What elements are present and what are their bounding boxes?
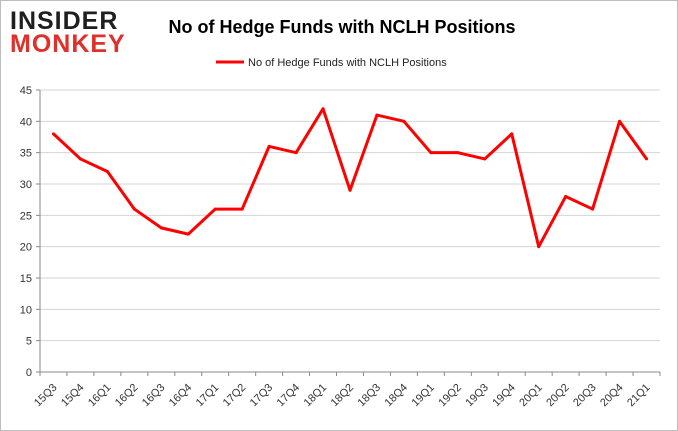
x-tick-label: 16Q3 [140,382,168,410]
x-tick-label: 18Q1 [302,382,330,410]
data-point [51,132,55,136]
data-point [240,207,244,211]
data-point [321,107,325,111]
y-tick-label: 40 [20,116,32,128]
x-tick-label: 20Q2 [544,382,572,410]
data-point [267,144,271,148]
legend: No of Hedge Funds with NCLH Positions [216,57,447,69]
y-tick-label: 25 [20,210,32,222]
gridlines [40,89,660,342]
chart-title: No of Hedge Funds with NCLH Positions [169,17,516,37]
y-tick-label: 10 [20,304,32,316]
y-tick-label: 20 [20,242,32,254]
data-point [348,188,352,192]
x-tick-label: 18Q2 [329,382,357,410]
logo-line-2: MONKEY [10,30,126,58]
y-tick-label: 0 [26,367,32,379]
data-point [564,195,568,199]
x-tick-label: 17Q3 [248,382,276,410]
data-point [186,232,190,236]
data-point [456,151,460,155]
x-tick-label: 18Q3 [356,382,384,410]
x-tick-label: 19Q1 [409,382,437,410]
data-point [537,245,541,249]
x-tick-label: 15Q4 [59,382,87,410]
data-point [618,119,622,123]
data-point [375,113,379,117]
data-point [132,207,136,211]
x-tick-label: 19Q2 [436,382,464,410]
x-tick-label: 19Q4 [490,382,518,410]
y-tick-label: 5 [26,336,32,348]
x-tick-label: 20Q4 [598,382,626,410]
y-tick-label: 35 [20,148,32,160]
x-tick-label: 18Q4 [383,382,411,410]
x-tick-label: 17Q2 [221,382,249,410]
logo-line-1: INSIDER [10,7,118,35]
x-tick-label: 21Q1 [625,382,653,410]
series-line [52,107,648,249]
x-tick-label: 15Q3 [32,382,60,410]
data-point [213,207,217,211]
legend-label: No of Hedge Funds with NCLH Positions [248,57,447,69]
x-tick-label: 19Q3 [463,382,491,410]
x-tick-label: 20Q3 [571,382,599,410]
data-point [294,151,298,155]
y-tick-label: 30 [20,179,32,191]
x-tick-label: 16Q1 [86,382,114,410]
data-point [429,151,433,155]
x-tick-label: 17Q1 [194,382,222,410]
data-point [591,207,595,211]
y-tick-label: 45 [20,85,32,97]
data-point [402,119,406,123]
y-tick-label: 15 [20,273,32,285]
data-point [483,157,487,161]
data-point [105,169,109,173]
x-tick-label: 16Q4 [167,382,195,410]
x-tick-label: 17Q4 [275,382,303,410]
data-point [78,157,82,161]
series [51,107,649,249]
data-point [645,157,649,161]
brand-logo: INSIDER MONKEY [10,7,126,58]
x-tick-label: 16Q2 [113,382,141,410]
data-point [510,132,514,136]
x-tick-label: 20Q1 [517,382,545,410]
data-point [159,226,163,230]
